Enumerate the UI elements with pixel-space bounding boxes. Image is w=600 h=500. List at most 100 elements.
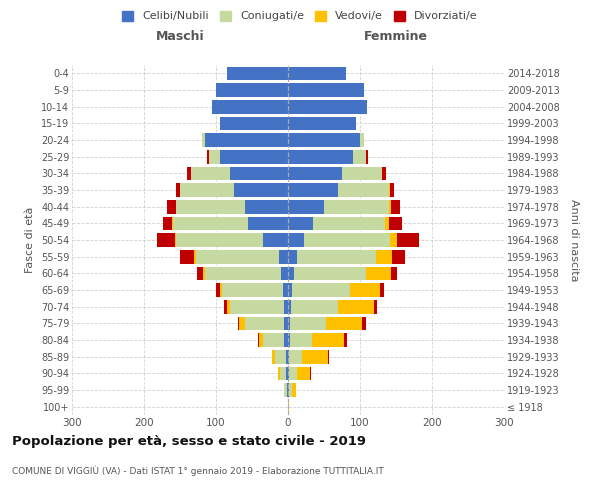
Bar [294,266,366,280]
Bar [344,333,347,347]
Bar [194,250,196,264]
Bar [280,366,286,380]
Bar [312,333,344,347]
Bar [216,83,288,97]
Bar [296,366,310,380]
Bar [350,283,380,297]
Bar [224,300,227,314]
Bar [203,266,205,280]
Bar [245,200,288,213]
Bar [286,350,288,364]
Bar [288,283,292,297]
Bar [275,350,286,364]
Bar [289,366,296,380]
Legend: Celibi/Nubili, Coniugati/e, Vedovi/e, Divorziati/e: Celibi/Nubili, Coniugati/e, Vedovi/e, Di… [122,10,478,22]
Bar [227,300,230,314]
Bar [304,233,390,247]
Y-axis label: Fasce di età: Fasce di età [25,207,35,273]
Bar [216,283,220,297]
Bar [310,366,311,380]
Bar [288,200,324,213]
Bar [290,316,326,330]
Text: COMUNE DI VIGGIÙ (VA) - Dati ISTAT 1° gennaio 2019 - Elaborazione TUTTITALIA.IT: COMUNE DI VIGGIÙ (VA) - Dati ISTAT 1° ge… [12,465,384,475]
Bar [284,316,288,330]
Bar [392,250,404,264]
Bar [205,133,288,147]
Bar [175,233,176,247]
Bar [326,316,362,330]
Bar [391,200,400,213]
Bar [220,283,222,297]
Bar [191,166,230,180]
Bar [389,183,390,197]
Bar [187,166,191,180]
Bar [220,116,288,130]
Bar [234,183,288,197]
Bar [389,200,391,213]
Bar [283,283,288,297]
Bar [338,300,374,314]
Bar [288,100,367,114]
Bar [284,383,287,397]
Bar [288,216,313,230]
Bar [278,250,288,264]
Bar [230,166,288,180]
Bar [366,150,367,164]
Bar [245,316,284,330]
Bar [291,300,338,314]
Bar [391,266,397,280]
Bar [208,150,209,164]
Bar [230,300,284,314]
Bar [239,316,245,330]
Y-axis label: Anni di nascita: Anni di nascita [569,198,579,281]
Bar [360,133,364,147]
Bar [296,250,376,264]
Bar [328,350,329,364]
Bar [287,383,288,397]
Bar [248,216,288,230]
Bar [288,383,289,397]
Bar [288,166,342,180]
Bar [362,316,366,330]
Bar [259,333,263,347]
Bar [313,216,385,230]
Bar [288,316,290,330]
Bar [196,250,278,264]
Bar [353,150,366,164]
Text: Femmine: Femmine [364,30,428,43]
Bar [173,216,248,230]
Bar [238,316,239,330]
Bar [163,216,172,230]
Bar [197,266,203,280]
Bar [288,83,364,97]
Bar [288,350,289,364]
Bar [209,150,220,164]
Bar [288,233,304,247]
Bar [202,133,205,147]
Bar [380,283,384,297]
Bar [289,350,302,364]
Text: Popolazione per età, sesso e stato civile - 2019: Popolazione per età, sesso e stato civil… [12,435,366,448]
Bar [263,333,284,347]
Bar [157,233,175,247]
Bar [205,266,281,280]
Bar [288,133,360,147]
Bar [272,350,275,364]
Bar [288,250,296,264]
Bar [374,300,377,314]
Bar [212,100,288,114]
Bar [385,216,389,230]
Bar [292,383,296,397]
Bar [338,183,389,197]
Bar [397,233,419,247]
Bar [290,333,312,347]
Bar [286,366,288,380]
Bar [367,150,368,164]
Bar [180,183,234,197]
Bar [288,333,290,347]
Bar [390,183,394,197]
Bar [288,400,289,413]
Bar [172,216,173,230]
Bar [366,266,391,280]
Bar [288,266,294,280]
